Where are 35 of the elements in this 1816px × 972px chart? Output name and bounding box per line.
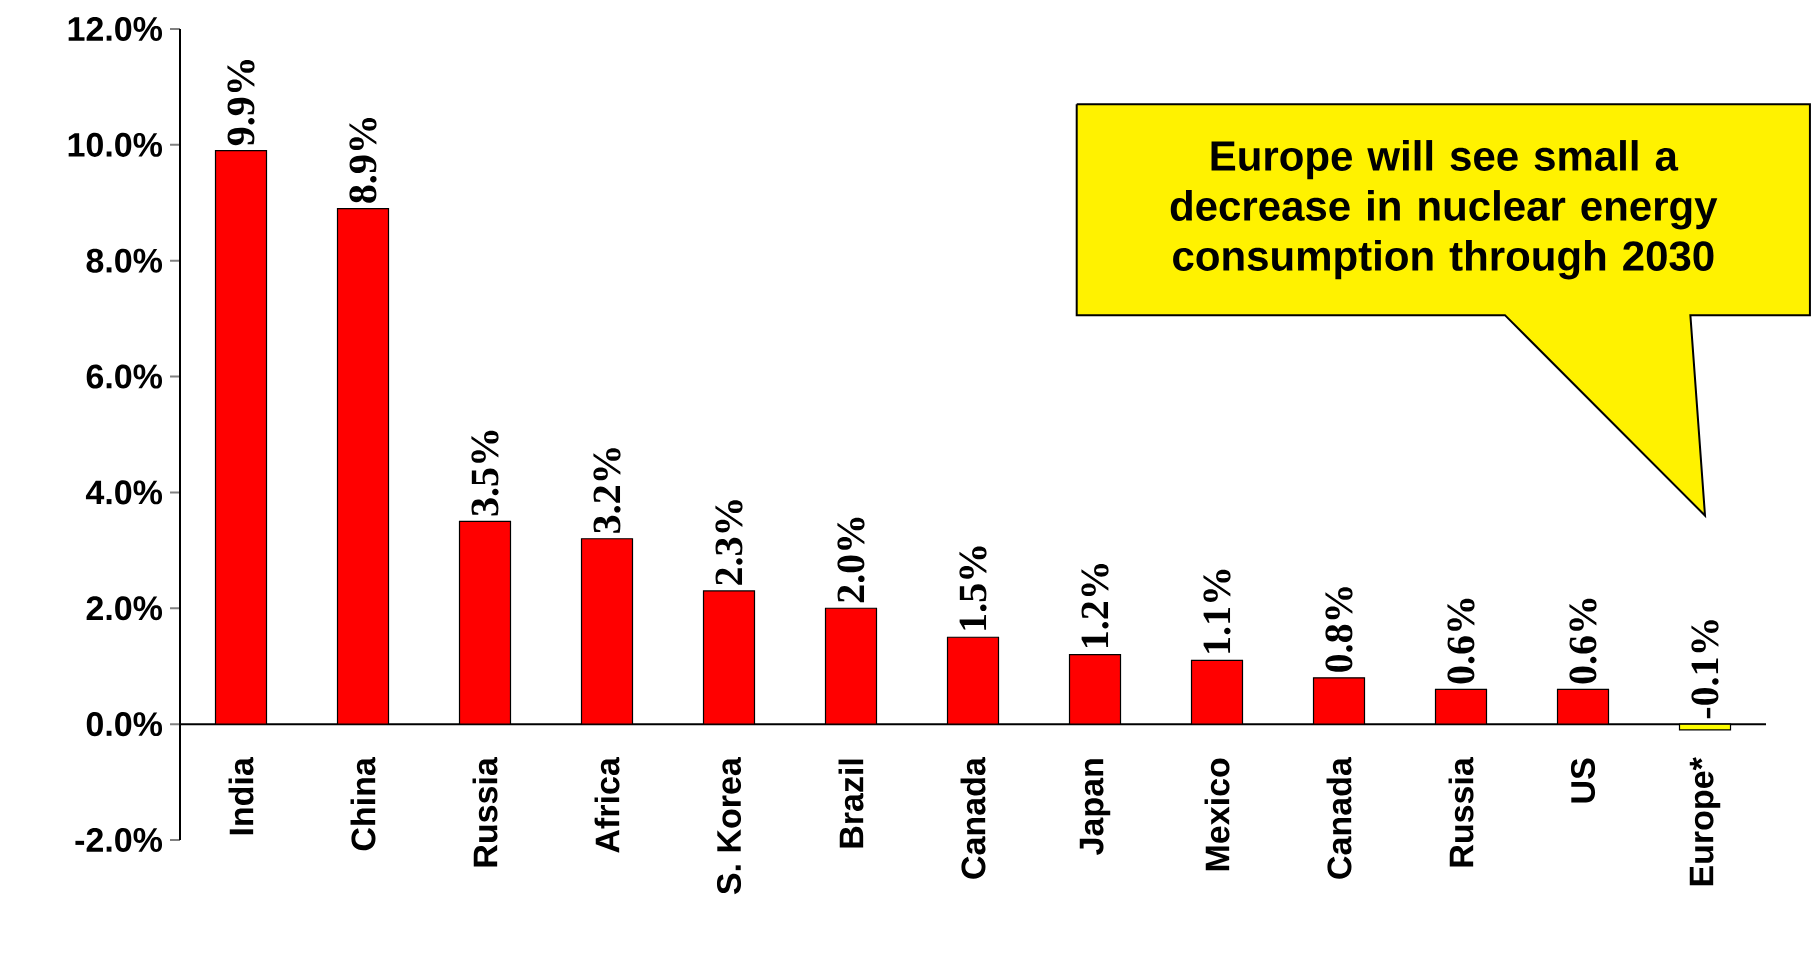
x-tick-label: Europe* — [1689, 757, 1721, 886]
annotation: Europe will see small a decrease in nuclear energy consumption through 2030 — [1170, 140, 1718, 280]
data-label: 0.6% — [1447, 598, 1475, 684]
data-label: 2.0% — [837, 517, 865, 603]
data-label: 1.1% — [1203, 569, 1231, 653]
data-label: 9.9% — [227, 60, 255, 146]
y-tick-label: 12.0% — [68, 16, 163, 42]
data-label: 2.3% — [715, 500, 743, 585]
x-tick-label: Canada — [960, 756, 986, 879]
y-tick-label: 8.0% — [86, 248, 163, 273]
x-tick-label: Russia — [472, 756, 498, 867]
y-tick-label: 4.0% — [85, 480, 163, 505]
y-tick-label: 6.0% — [86, 364, 163, 389]
x-tick-label: China — [350, 756, 376, 851]
data-label: 1.2% — [1081, 563, 1109, 648]
x-tick-label: Mexico — [1204, 758, 1230, 871]
x-tick-label: India — [228, 756, 254, 835]
y-tick-label: 10.0% — [68, 132, 163, 157]
data-label: 0.8% — [1325, 587, 1353, 672]
data-label: 3.5% — [471, 430, 499, 516]
data-label: 3.2% — [593, 448, 621, 533]
y-tick-label: -2.0% — [75, 827, 163, 853]
y-tick-label: 0.0% — [86, 712, 163, 737]
x-tick-label: S. Korea — [716, 757, 742, 895]
data-label: 8.9% — [349, 117, 377, 203]
data-label: -0.1% — [1691, 620, 1719, 719]
y-tick-label: 2.0% — [86, 596, 163, 621]
x-tick-label: Canada — [1326, 756, 1352, 879]
x-tick-label: Africa — [594, 756, 620, 853]
data-label: 0.6% — [1569, 598, 1597, 684]
data-label: 1.5% — [959, 546, 987, 630]
x-tick-label: US — [1570, 758, 1596, 803]
x-tick-label: Brazil — [838, 759, 864, 848]
x-tick-label: Japan — [1079, 759, 1111, 855]
x-tick-label: Russia — [1448, 756, 1474, 867]
